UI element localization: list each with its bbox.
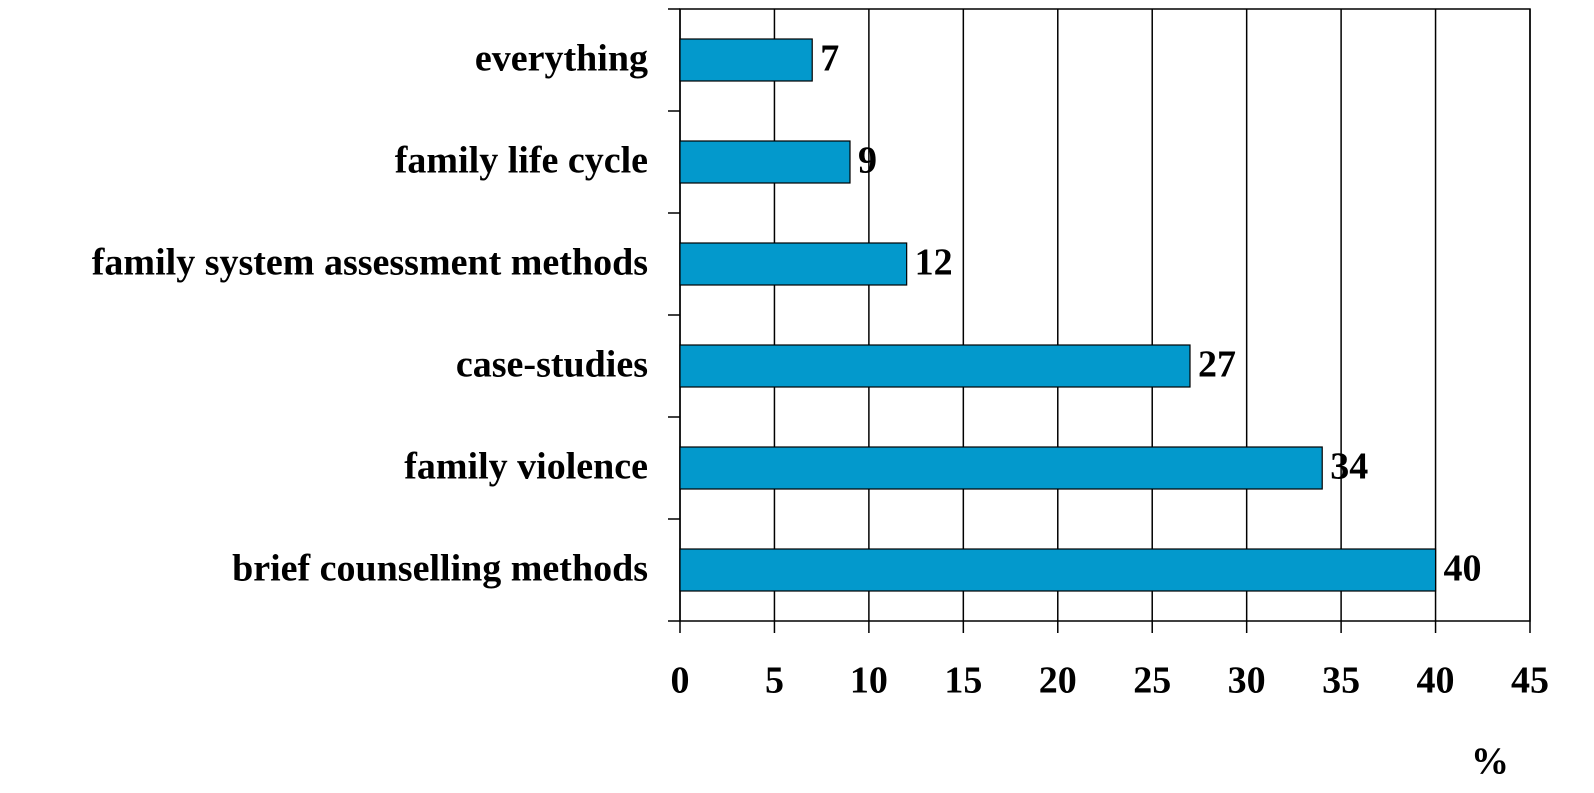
y-tick-label: family violence xyxy=(404,446,648,488)
data-label: 27 xyxy=(1198,344,1236,386)
y-tick-label: family life cycle xyxy=(395,140,648,182)
bar xyxy=(679,38,813,82)
bar xyxy=(679,242,908,286)
x-tick-label: 45 xyxy=(1511,660,1549,702)
y-tick-label: everything xyxy=(475,38,648,80)
x-tick-label: 15 xyxy=(944,660,982,702)
x-tick-label: 10 xyxy=(850,660,888,702)
x-tick-label: 30 xyxy=(1228,660,1266,702)
x-tick-label: 40 xyxy=(1417,660,1455,702)
bar xyxy=(679,344,1191,388)
y-tick-label: family system assessment methods xyxy=(92,242,648,284)
data-label: 9 xyxy=(858,140,877,182)
x-axis-label: % xyxy=(1471,741,1509,783)
data-label: 12 xyxy=(915,242,953,284)
x-tick-label: 20 xyxy=(1039,660,1077,702)
data-label: 40 xyxy=(1444,548,1482,590)
y-tick-label: brief counselling methods xyxy=(232,548,648,590)
data-label: 7 xyxy=(820,38,839,80)
data-label: 34 xyxy=(1330,446,1368,488)
y-tick-label: case-studies xyxy=(456,344,648,386)
x-tick-label: 25 xyxy=(1133,660,1171,702)
bar xyxy=(679,446,1323,490)
x-tick-label: 0 xyxy=(671,660,690,702)
x-tick-label: 5 xyxy=(765,660,784,702)
x-tick-label: 35 xyxy=(1322,660,1360,702)
bar xyxy=(679,548,1437,592)
bar xyxy=(679,140,851,184)
plot-area xyxy=(679,8,1531,622)
